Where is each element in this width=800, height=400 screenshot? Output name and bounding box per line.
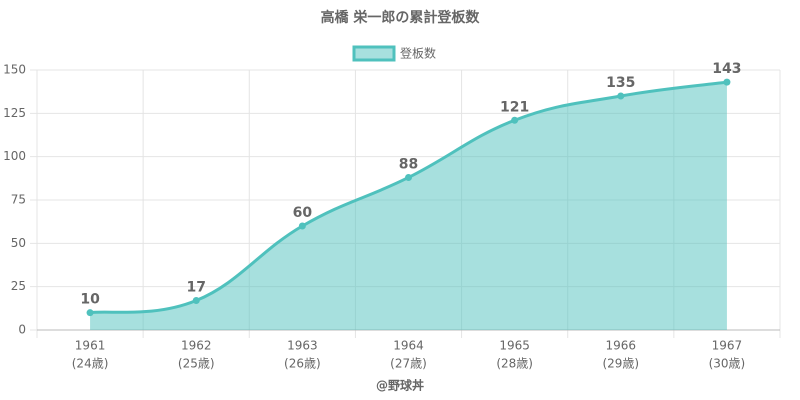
point (511, 116, 519, 124)
x-tick-sublabel: (26歳) (284, 357, 321, 371)
data-label: 88 (399, 156, 418, 172)
x-tick-sublabel: (27歳) (390, 357, 427, 371)
point (192, 297, 200, 305)
x-tick-label: 1961 (75, 339, 106, 353)
x-tick-sublabel: (30歳) (709, 357, 746, 371)
point (86, 309, 94, 317)
x-tick-label: 1962 (181, 339, 212, 353)
y-tick-label: 100 (3, 149, 26, 163)
y-tick-label: 25 (11, 279, 26, 293)
point (723, 78, 731, 86)
data-label: 10 (80, 292, 100, 308)
x-tick-label: 1963 (287, 339, 318, 353)
point (298, 222, 306, 230)
data-label: 121 (500, 99, 529, 115)
x-tick-label: 1964 (393, 339, 424, 353)
point (617, 92, 625, 100)
data-label: 17 (186, 280, 205, 296)
x-tick-label: 1965 (499, 339, 530, 353)
legend-label: 登板数 (400, 46, 436, 61)
x-tick-sublabel: (24歳) (72, 357, 109, 371)
y-tick-label: 75 (11, 193, 26, 207)
x-tick-label: 1967 (712, 339, 743, 353)
y-tick-label: 125 (3, 106, 26, 120)
point (405, 173, 412, 181)
data-label: 60 (293, 205, 313, 221)
x-tick-label: 1966 (606, 339, 637, 353)
x-tick-sublabel: (29歳) (602, 357, 639, 371)
legend-swatch (352, 45, 396, 62)
x-axis-label: @野球丼 (376, 378, 424, 393)
x-tick-sublabel: (25歳) (178, 357, 215, 371)
chart-title: 高橋 栄一郎の累計登板数 (321, 9, 481, 26)
y-tick-label: 50 (11, 236, 26, 250)
area-fill (90, 82, 727, 330)
data-label: 135 (606, 75, 635, 91)
x-tick-sublabel: (28歳) (496, 357, 533, 371)
data-label: 143 (712, 61, 741, 77)
y-tick-label: 0 (18, 323, 26, 337)
y-tick-label: 150 (3, 63, 26, 77)
